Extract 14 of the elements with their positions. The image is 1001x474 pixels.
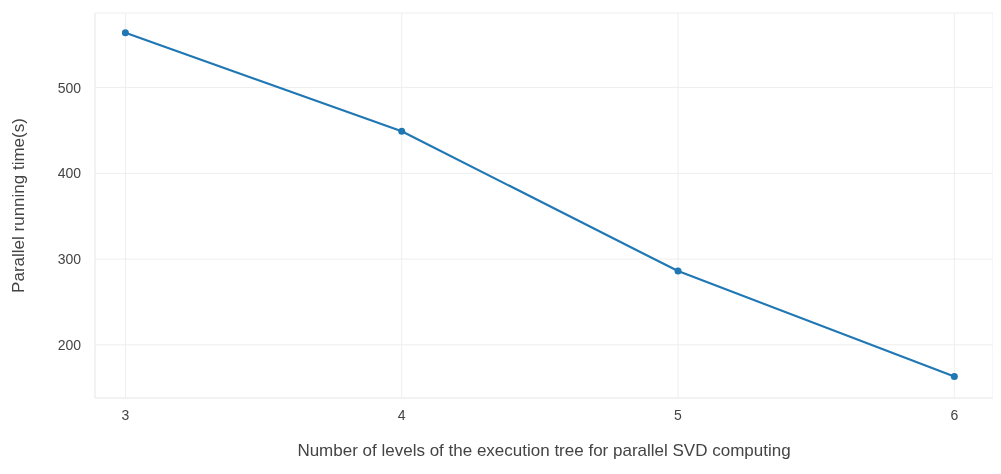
- point: [398, 127, 406, 135]
- y-tick-label: 300: [57, 251, 82, 268]
- x-tick-label: 5: [674, 406, 683, 423]
- point: [674, 267, 682, 275]
- y-tick-label: 400: [57, 165, 82, 182]
- x-axis-title: Number of levels of the execution tree for parallel SVD computing: [297, 441, 791, 460]
- point: [950, 373, 958, 381]
- x-tick-label: 3: [121, 406, 130, 423]
- x-tick-label: 4: [397, 406, 406, 423]
- y-axis-title: Parallel running time(s): [9, 118, 29, 293]
- y-tick-label: 500: [57, 79, 82, 96]
- point: [121, 29, 129, 37]
- y-tick-label: 200: [57, 336, 82, 353]
- x-tick-label: 6: [950, 406, 959, 423]
